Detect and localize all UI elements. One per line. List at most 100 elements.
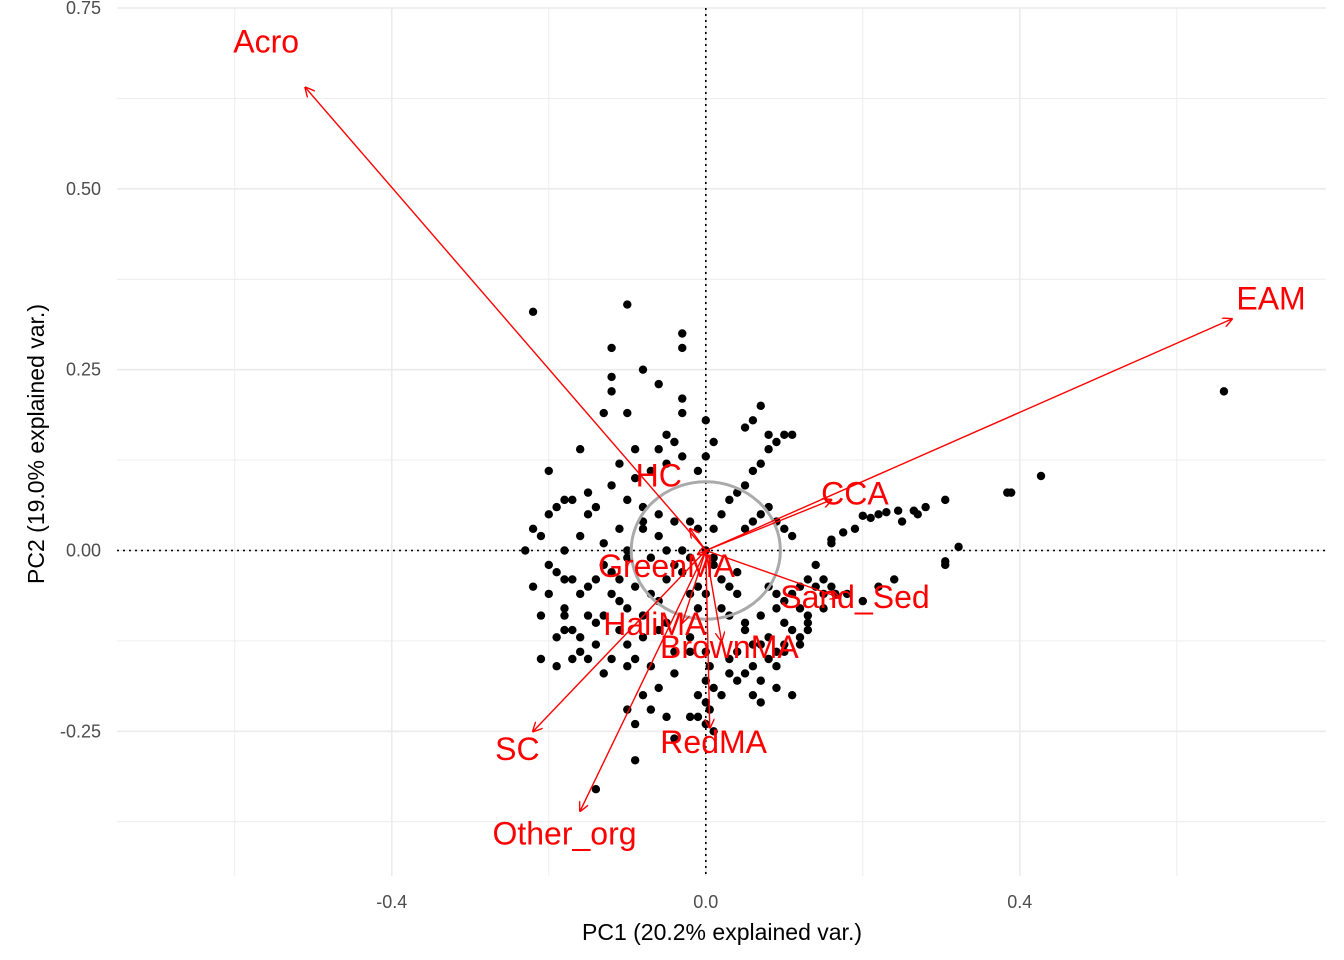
score-point [607, 568, 616, 577]
score-point [521, 546, 530, 555]
score-point [599, 611, 608, 620]
score-point [544, 510, 553, 519]
score-point [678, 452, 687, 461]
score-point [733, 568, 742, 577]
score-point [858, 511, 868, 520]
correlation-circle [629, 480, 782, 621]
score-point [670, 647, 679, 656]
y-tick-label: -0.25 [60, 721, 101, 741]
score-point [678, 546, 687, 555]
score-point [568, 575, 577, 584]
score-point [575, 531, 585, 541]
score-point [717, 604, 726, 613]
score-point [874, 582, 883, 591]
score-point [678, 568, 687, 577]
score-point [654, 379, 663, 389]
score-point [670, 734, 679, 743]
correlation-circle-shape [629, 480, 782, 621]
score-point [882, 507, 891, 517]
score-point [670, 517, 679, 526]
score-point [615, 596, 624, 606]
loading-label-acro: Acro [233, 24, 299, 60]
score-point [827, 539, 836, 548]
score-point [544, 466, 553, 476]
score-point [599, 539, 608, 548]
score-point [893, 506, 903, 515]
score-point [560, 611, 569, 620]
score-point [693, 712, 703, 722]
score-point [662, 459, 671, 468]
score-point [623, 604, 632, 613]
score-point [709, 553, 718, 562]
score-point [693, 466, 703, 476]
score-point [803, 611, 813, 620]
score-point [615, 625, 624, 635]
score-point [740, 524, 750, 533]
score-point [685, 647, 695, 656]
score-point [638, 517, 648, 526]
score-point [693, 604, 703, 613]
score-point [552, 662, 561, 671]
score-point [725, 654, 734, 664]
score-point [583, 488, 593, 497]
score-point [654, 683, 663, 693]
score-point [954, 542, 963, 552]
score-point [662, 575, 671, 584]
score-point [623, 640, 632, 649]
score-point [607, 589, 616, 599]
score-point [780, 640, 789, 649]
score-point [701, 452, 710, 461]
score-point [748, 662, 758, 671]
loading-arrow-eam [705, 319, 1232, 552]
score-point [803, 625, 813, 635]
score-point [740, 669, 750, 678]
score-point [838, 528, 848, 537]
score-point [780, 647, 789, 656]
score-point [583, 510, 593, 519]
score-point [623, 546, 632, 555]
score-point [662, 712, 671, 722]
score-point [1003, 488, 1012, 497]
loading-label-redma: RedMA [660, 724, 767, 760]
loading-arrow-acro [305, 88, 707, 551]
score-point [560, 495, 569, 505]
loading-label-eam: EAM [1236, 280, 1305, 316]
score-point [811, 560, 820, 570]
score-point [827, 582, 836, 591]
score-point [709, 727, 718, 736]
score-point [756, 459, 765, 468]
score-point [1036, 471, 1046, 481]
score-point [709, 683, 718, 693]
score-point [819, 604, 828, 613]
score-point [764, 445, 773, 454]
score-point [748, 416, 758, 425]
score-point [850, 524, 860, 533]
score-point [748, 690, 758, 700]
score-point [740, 625, 750, 635]
score-point [670, 560, 679, 570]
score-point [685, 553, 695, 562]
reference-lines [117, 8, 1326, 876]
score-point [599, 669, 608, 678]
score-point [803, 618, 813, 628]
score-point [630, 654, 640, 664]
loading-arrow-sand-sed [705, 549, 839, 598]
score-point [575, 445, 585, 454]
score-point [866, 513, 875, 523]
grid [117, 7, 1326, 876]
score-point [685, 633, 695, 642]
score-point [787, 589, 797, 599]
score-point [591, 575, 601, 584]
score-point [748, 517, 758, 526]
score-point [623, 408, 632, 418]
score-point [941, 495, 950, 505]
score-point [756, 401, 765, 411]
loading-label-brownma: BrownMA [660, 629, 799, 665]
loading-arrow-brownma [705, 550, 722, 641]
score-point [764, 430, 773, 439]
score-point [528, 582, 538, 591]
score-point [941, 557, 950, 566]
score-point [646, 553, 656, 562]
score-point [678, 343, 687, 353]
score-point [787, 430, 797, 439]
